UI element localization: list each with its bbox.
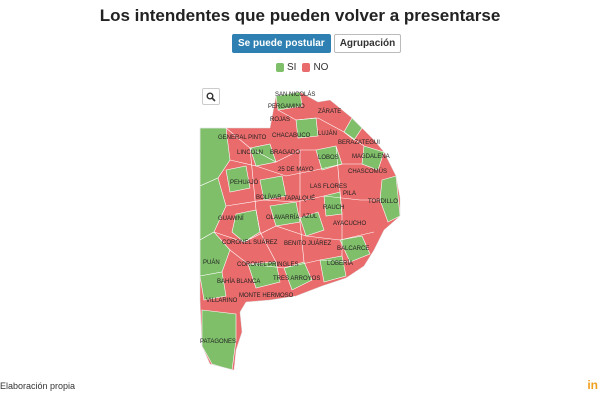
district[interactable] (361, 145, 385, 171)
chart-title: Los intendentes que pueden volver a pres… (99, 6, 501, 25)
toggle-group: Se puede postular Agrupación (232, 34, 402, 53)
district[interactable] (200, 231, 231, 277)
legend: SI NO (276, 62, 328, 73)
label-azul: AZUL (302, 214, 318, 220)
label-las-flores: LAS FLORES (310, 184, 347, 190)
label-balcarce: BALCARCE (337, 246, 369, 252)
district[interactable] (339, 235, 371, 263)
label-magdalena: MAGDALENA (352, 154, 390, 160)
district[interactable] (200, 271, 227, 301)
district-border (225, 195, 380, 207)
no-district-borders (213, 109, 380, 269)
district[interactable] (323, 191, 343, 217)
label-25-de-mayo: 25 DE MAYO (278, 167, 314, 173)
zoom-button[interactable] (202, 88, 220, 105)
label-chacabuco: CHACABUCO (272, 133, 311, 139)
legend-item-no[interactable]: NO (302, 62, 328, 73)
label-bahia-blanca: BAHÍA BLANCA (217, 278, 260, 285)
search-icon (206, 92, 216, 102)
district[interactable] (319, 255, 347, 283)
label-pila: PILA (343, 191, 356, 197)
label-tordillo: TORDILLO (368, 199, 398, 205)
toggle-se-puede-postular[interactable]: Se puede postular (232, 34, 331, 53)
district-border (213, 225, 375, 243)
district-border (335, 145, 343, 256)
district-border (249, 147, 277, 263)
label-chascomus: CHASCOMÚS (348, 168, 387, 175)
district[interactable] (283, 261, 313, 291)
district[interactable] (247, 261, 281, 289)
label-tapalque: TAPALQUÉ (284, 195, 315, 202)
label-general-pinto: GENERAL PINTO (218, 135, 267, 141)
label-olavarria: OLAVARRÍA (266, 214, 299, 221)
label-tres-arroyos: TRES ARROYOS (273, 276, 320, 282)
label-loberia: LOBERÍA (327, 260, 353, 267)
legend-swatch-no (302, 63, 311, 72)
legend-label-si: SI (287, 62, 297, 73)
label-san-nicolas: SAN NICOLÁS (275, 91, 315, 98)
label-berazategui: BERAZATEGUI (338, 140, 380, 146)
label-lujan: LUJÁN (318, 130, 337, 137)
si-districts (200, 92, 400, 370)
source-note: Elaboración propia (0, 381, 76, 391)
toggle-agrupacion[interactable]: Agrupación (333, 34, 402, 53)
label-pehuajo: PEHUAJÓ (230, 179, 259, 186)
district[interactable] (225, 165, 251, 193)
label-bolivar: BOLÍVAR (256, 194, 282, 201)
legend-swatch-si (276, 63, 284, 72)
district-border (299, 150, 305, 263)
district[interactable] (299, 211, 325, 237)
label-rojas: ROJAS (270, 117, 290, 123)
label-zarate: ZÁRATE (318, 108, 341, 115)
label-bragado: BRAGADO (270, 150, 300, 156)
label-rauch: RAUCH (323, 205, 344, 211)
label-guamini: GUAMINÍ (218, 215, 244, 222)
label-lincoln: LINCOLN (237, 150, 263, 156)
district-border (229, 249, 351, 269)
label-patagones: PATAGONES (200, 339, 236, 345)
label-pergamino: PERGAMINO (268, 104, 305, 110)
district[interactable] (200, 177, 227, 241)
label-coronel-suarez: CORONEL SUÁREZ (222, 239, 278, 246)
district-labels: SAN NICOLÁS PERGAMINO ZÁRATE ROJAS LUJÁN… (200, 91, 398, 345)
legend-label-no: NO (313, 62, 329, 73)
label-puan: PUÁN (203, 259, 220, 266)
label-benito-juarez: BENITO JUÁREZ (284, 240, 332, 247)
label-ayacucho: AYACUCHO (333, 221, 366, 227)
brand-logo: in (587, 378, 598, 392)
district[interactable] (231, 209, 261, 243)
province-outline (199, 91, 401, 371)
legend-item-si[interactable]: SI (276, 62, 296, 73)
district[interactable] (259, 175, 287, 201)
district-border (225, 127, 316, 163)
label-monte-hermoso: MONTE HERMOSO (239, 293, 294, 299)
district-border (277, 109, 365, 147)
label-lobos: LOBOS (318, 155, 339, 161)
district[interactable] (379, 175, 400, 223)
label-villarino: VILLARINO (206, 298, 238, 304)
label-coronel-pringles: CORONEL PRINGLES (237, 262, 298, 268)
